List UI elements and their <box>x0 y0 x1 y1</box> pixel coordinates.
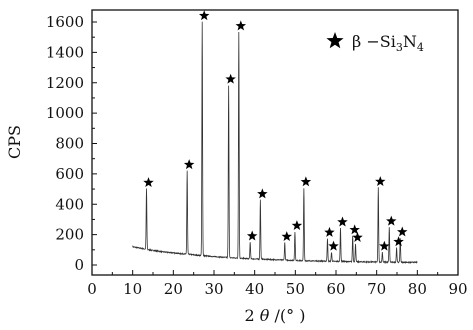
legend-label-beta: β <box>352 32 361 51</box>
x-axis-label-prefix: 2 <box>245 306 260 325</box>
x-tick-label-40: 40 <box>245 280 264 298</box>
peak-markers <box>143 10 408 251</box>
legend-label: β −Si3N4 <box>352 32 424 54</box>
peak-star-icon-5 <box>246 230 258 241</box>
y-tick-label-1200: 1200 <box>46 74 84 92</box>
x-axis-label-unit: /(° ) <box>269 306 305 325</box>
x-tick-label-80: 80 <box>408 280 427 298</box>
y-axis-label: CPS <box>5 125 24 159</box>
y-axis-ticks <box>92 21 97 266</box>
x-tick-label-50: 50 <box>286 280 305 298</box>
x-axis-label-theta: θ <box>260 306 270 325</box>
y-tick-label-1600: 1600 <box>46 13 84 31</box>
x-tick-label-0: 0 <box>87 280 97 298</box>
peak-star-icon-2 <box>198 10 210 21</box>
y-tick-label-1000: 1000 <box>46 104 84 122</box>
legend-label-sub3: 3 <box>396 41 403 54</box>
peak-star-icon-14 <box>352 231 363 242</box>
y-tick-label-0: 0 <box>74 256 84 274</box>
diffraction-pattern-line <box>132 21 418 265</box>
peak-star-icon-10 <box>324 226 335 237</box>
y-tick-label-200: 200 <box>55 226 84 244</box>
x-axis-ticks <box>91 270 459 275</box>
y-axis-tick-labels: 0 200 400 600 800 1000 1200 1400 1600 <box>46 13 84 274</box>
peak-star-icon-1 <box>183 159 195 170</box>
peak-star-icon-8 <box>291 220 303 231</box>
peak-star-icon-9 <box>300 176 312 187</box>
x-tick-label-10: 10 <box>123 280 142 298</box>
y-tick-label-400: 400 <box>55 195 84 213</box>
x-axis-label: 2 θ /(° ) <box>245 306 306 325</box>
peak-star-icon-15 <box>375 176 386 187</box>
y-tick-label-800: 800 <box>55 135 84 153</box>
peak-star-icon-4 <box>235 20 247 31</box>
legend-label-n: N <box>403 32 417 51</box>
peak-star-icon-13 <box>349 224 360 235</box>
x-tick-label-20: 20 <box>164 280 183 298</box>
y-tick-label-1400: 1400 <box>46 43 84 61</box>
peak-star-icon-16 <box>379 240 390 251</box>
x-tick-label-60: 60 <box>326 280 345 298</box>
x-tick-label-90: 90 <box>448 280 467 298</box>
legend: β −Si3N4 <box>326 32 424 54</box>
peak-star-icon-6 <box>257 188 268 199</box>
legend-label-si: −Si <box>361 32 396 51</box>
peak-star-icon-11 <box>328 240 339 251</box>
legend-label-sub4: 4 <box>417 41 424 54</box>
peak-star-icon-17 <box>386 215 397 226</box>
peak-star-icon-7 <box>281 231 292 242</box>
peak-star-icon-19 <box>397 226 408 237</box>
x-axis-tick-labels: 0 10 20 30 40 50 60 70 80 90 <box>87 280 467 298</box>
y-tick-label-600: 600 <box>55 165 84 183</box>
peak-star-icon-18 <box>393 236 404 247</box>
peak-star-icon-3 <box>225 73 236 84</box>
legend-star-icon <box>326 32 344 49</box>
peak-star-icon-12 <box>337 216 348 227</box>
x-tick-label-70: 70 <box>367 280 386 298</box>
x-tick-label-30: 30 <box>204 280 223 298</box>
peak-star-icon-0 <box>143 177 154 188</box>
